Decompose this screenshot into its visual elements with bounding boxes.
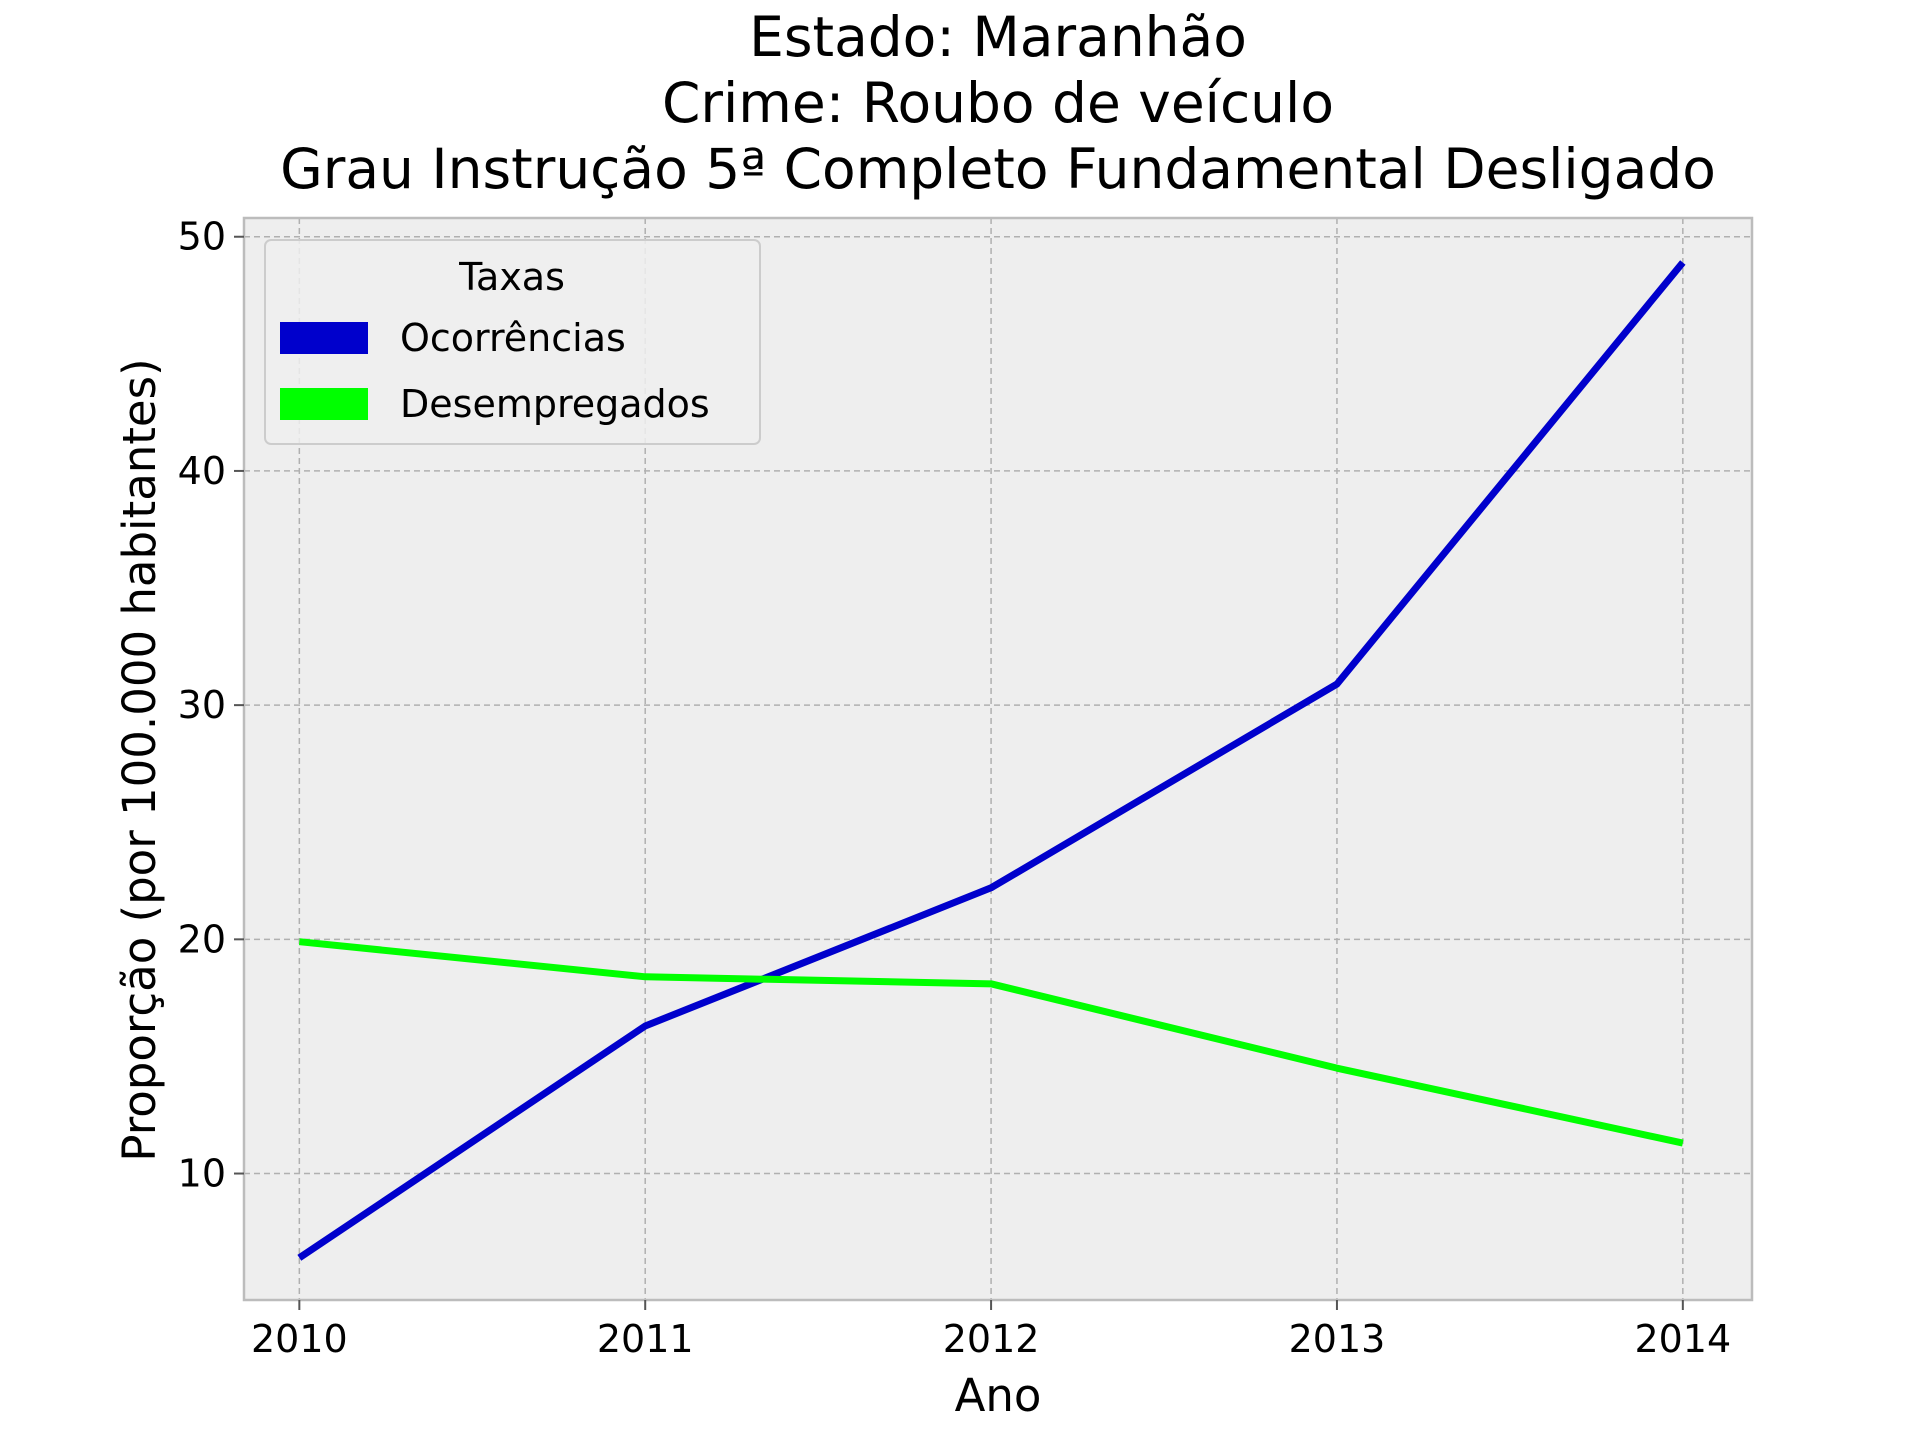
legend-box [264,239,761,445]
legend: Taxas Ocorrências Desempregados [264,239,761,445]
x-tick-label: 2014 [1634,1317,1731,1361]
series-line-ocorrencias [297,260,1686,1261]
x-tick-label: 2011 [597,1317,694,1361]
legend-swatch-desempregados [280,388,368,420]
y-axis-ticks: 10 20 30 40 50 [178,215,244,1196]
series-line-desempregados [298,938,1684,1147]
grid-lines [244,218,1752,1300]
x-tick-label: 2013 [1289,1317,1386,1361]
y-tick-label: 30 [178,683,226,727]
y-axis-label: Proporção (por 100.000 habitantes) [113,358,166,1161]
legend-label-ocorrencias: Ocorrências [400,316,626,360]
title-line-1: Estado: Maranhão [749,5,1247,69]
title-line-3: Grau Instrução 5ª Completo Fundamental D… [280,137,1716,201]
legend-label-desempregados: Desempregados [400,382,710,426]
x-tick-label: 2010 [251,1317,348,1361]
x-axis-label: Ano [955,1369,1042,1422]
y-tick-label: 20 [178,917,226,961]
y-tick-label: 40 [178,449,226,493]
y-tick-label: 50 [178,215,226,259]
legend-swatch-ocorrencias [280,322,368,354]
plot-frame [242,216,1754,1302]
title-line-2: Crime: Roubo de veículo [662,71,1334,135]
chart-title: Estado: Maranhão Crime: Roubo de veículo… [280,5,1716,201]
legend-title: Taxas [458,255,565,299]
y-tick-label: 10 [178,1152,226,1196]
x-axis-ticks: 2010 2011 2012 2013 2014 [251,1300,1731,1361]
series-lines [297,260,1686,1261]
x-tick-label: 2012 [943,1317,1040,1361]
